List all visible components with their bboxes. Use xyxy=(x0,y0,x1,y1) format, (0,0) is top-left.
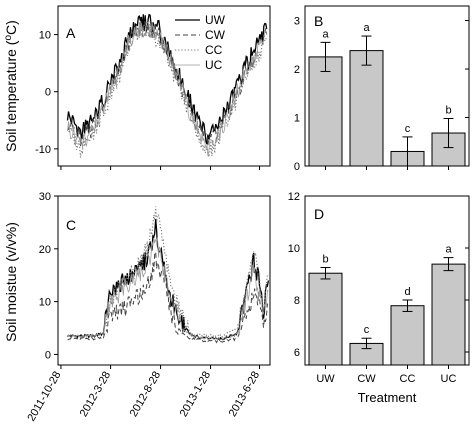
panel-b-label: B xyxy=(314,13,323,29)
panel-d-frame xyxy=(304,195,470,366)
panel-c-y-ticks: 0 10 20 30 xyxy=(39,191,58,361)
panel-d-category-label: UC xyxy=(441,373,457,385)
panel-b-y-tick-label: 0 xyxy=(294,161,300,173)
panel-a-label: A xyxy=(66,25,76,41)
panel-b-y-ticks: 0 1 2 3 xyxy=(294,16,469,173)
panel-b-significance-letter: b xyxy=(445,104,451,116)
panel-d-y-tick-label: 6 xyxy=(294,347,300,359)
panel-d-y-tick-label: 10 xyxy=(288,243,300,255)
panel-a-x-ticks xyxy=(60,166,261,170)
panel-c-y-tick-label: 0 xyxy=(45,349,51,361)
panel-b-significance-letter: a xyxy=(322,28,329,40)
panel-d-significance-letter: c xyxy=(364,324,370,336)
panel-b-y-tick-label: 1 xyxy=(294,113,300,125)
panel-b-significance-letter: a xyxy=(363,22,370,34)
panel-b-bars: a a c b xyxy=(308,22,466,170)
panel-a-series-cc xyxy=(67,21,268,158)
panel-d-y-tick-label: 12 xyxy=(288,191,300,203)
panel-c-frame xyxy=(57,195,271,366)
panel-c-series-uc xyxy=(67,237,269,341)
panel-b-y-tick-label: 3 xyxy=(294,16,300,28)
panel-c-y-tick-label: 30 xyxy=(39,191,51,203)
panel-d-bar-uw xyxy=(308,272,343,366)
panel-a-y-tick-label: -10 xyxy=(35,144,51,156)
panel-d-significance-letter: d xyxy=(404,286,410,298)
panel-d-label: D xyxy=(314,206,324,222)
panel-d-significance-letter: b xyxy=(322,254,328,266)
panel-d-bar-cc xyxy=(390,305,425,366)
panel-a-y-axis-label: Soil temperature (oC) xyxy=(3,20,20,152)
panel-b-frame xyxy=(304,5,470,167)
panel-a-series xyxy=(66,13,268,158)
panel-b-significance-letter: c xyxy=(405,123,411,135)
panel-c-label: C xyxy=(66,217,76,233)
panel-c-x-ticks: 2011-10-28 2012-3-28 2012-8-28 2013-1-28 201… xyxy=(25,365,262,424)
panel-a-y-ticks: -10 0 10 xyxy=(35,30,58,156)
panel-b-bar-uw xyxy=(308,56,343,167)
panel-d-significance-letter: a xyxy=(445,244,452,256)
panel-a-frame xyxy=(57,5,271,167)
legend-label-cc: CC xyxy=(205,43,223,57)
legend-label-uw: UW xyxy=(205,13,226,27)
panel-c-x-tick-label: 2011-10-28 xyxy=(25,370,63,424)
panel-d-bars: b UW c CW d CC a UC xyxy=(308,244,466,385)
legend-label-uc: UC xyxy=(205,58,223,72)
panel-d-y-tick-label: 8 xyxy=(294,295,300,307)
panel-c-x-tick-label: 2013-6-28 xyxy=(227,370,262,419)
panel-d-x-axis-label: Treatment xyxy=(358,390,417,405)
panel-b-bar-cw xyxy=(349,50,384,167)
panel-c-x-tick-label: 2012-3-28 xyxy=(78,370,113,419)
panel-c-y-axis-label: Soil moistue (v/v%) xyxy=(3,222,19,342)
panel-b: B 0 1 2 3 a a c b xyxy=(294,5,470,173)
panel-b-y-tick-label: 2 xyxy=(294,64,300,76)
panel-c-y-tick-label: 20 xyxy=(39,244,51,256)
panel-c-series-cc xyxy=(67,206,269,339)
panel-a-y-tick-label: 0 xyxy=(45,87,51,99)
panel-a-series-uc xyxy=(67,21,268,157)
panel-c-series xyxy=(66,206,270,344)
panel-d: D 6 8 10 12 b UW c CW d CC a UC xyxy=(288,191,470,385)
panel-d-category-label: CW xyxy=(357,373,376,385)
panel-c-x-tick-label: 2012-8-28 xyxy=(128,370,163,419)
panel-d-category-label: UW xyxy=(316,373,335,385)
panel-c-y-tick-label: 10 xyxy=(39,297,51,309)
panel-d-category-label: CC xyxy=(400,373,416,385)
panel-c-x-tick-label: 2013-1-28 xyxy=(178,370,213,419)
panel-d-bar-uc xyxy=(431,263,466,366)
panel-a-y-tick-label: 10 xyxy=(39,30,51,42)
panel-d-y-ticks: 6 8 10 12 xyxy=(288,191,469,359)
legend-label-cw: CW xyxy=(205,28,226,42)
panel-c-series-uw xyxy=(66,219,270,341)
